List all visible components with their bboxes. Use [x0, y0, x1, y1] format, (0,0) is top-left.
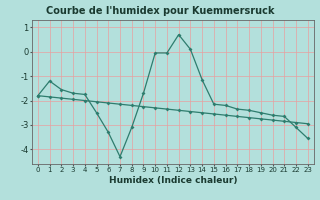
X-axis label: Humidex (Indice chaleur): Humidex (Indice chaleur) [108, 176, 237, 185]
Text: Courbe de l'humidex pour Kuemmersruck: Courbe de l'humidex pour Kuemmersruck [46, 6, 274, 16]
